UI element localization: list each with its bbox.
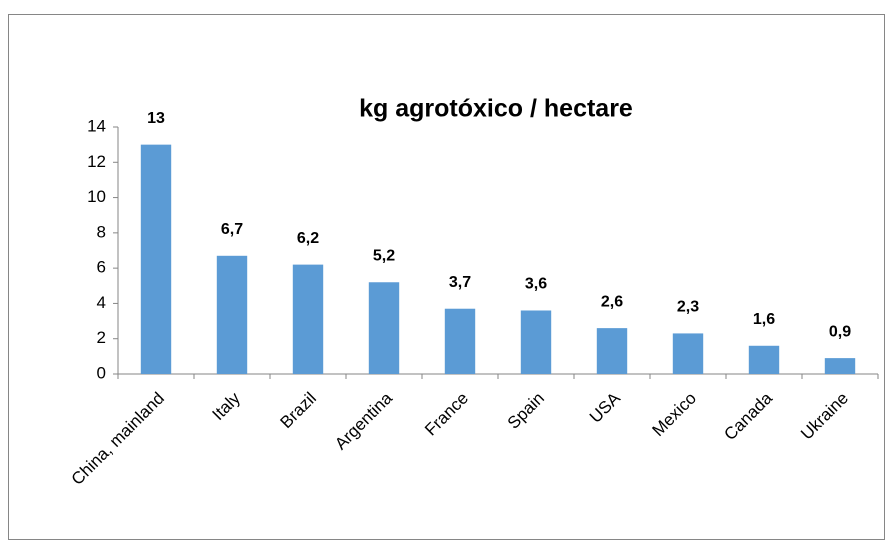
y-tick-label: 4: [97, 293, 106, 312]
chart-title: kg agrotóxico / hectare: [359, 95, 633, 123]
bar: [292, 264, 324, 374]
bar: [368, 282, 400, 374]
value-label: 1,6: [753, 311, 775, 328]
chart-border: [8, 14, 885, 540]
bar: [748, 345, 780, 374]
bar: [672, 333, 704, 374]
value-label: 3,6: [525, 276, 547, 293]
y-tick-label: 8: [97, 222, 106, 241]
y-tick-label: 10: [87, 187, 106, 206]
value-label: 0,9: [829, 323, 851, 340]
y-tick-label: 0: [97, 363, 106, 382]
value-label: 2,3: [677, 299, 699, 316]
value-label: 6,7: [221, 221, 243, 238]
value-label: 6,2: [297, 230, 319, 247]
bar: [520, 310, 552, 374]
bar: [444, 308, 476, 374]
y-tick-label: 6: [97, 258, 106, 277]
bar: [216, 255, 248, 374]
bar: [596, 328, 628, 374]
value-label: 5,2: [373, 247, 395, 264]
y-tick-label: 14: [87, 116, 106, 135]
y-tick-label: 2: [97, 328, 106, 347]
y-tick-label: 12: [87, 152, 106, 171]
bar: [140, 144, 172, 374]
bar: [824, 358, 856, 374]
value-label: 3,7: [449, 274, 471, 291]
value-label: 13: [147, 110, 165, 127]
value-label: 2,6: [601, 293, 623, 310]
